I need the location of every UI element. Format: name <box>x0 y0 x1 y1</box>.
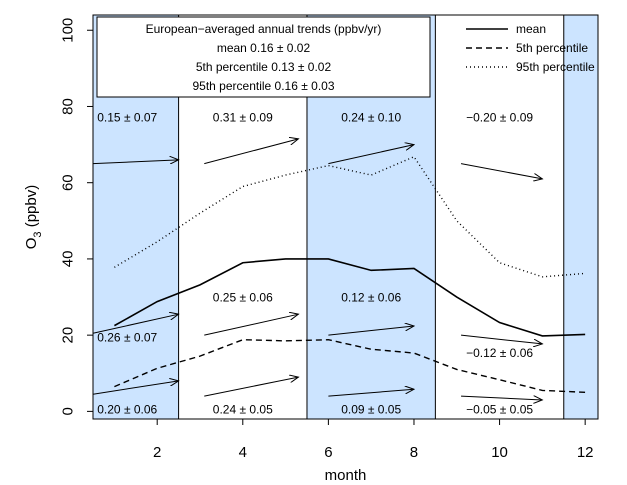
summary-box-frame <box>96 16 431 98</box>
trend-annotation-11: −0.05 ± 0.05 <box>466 402 533 416</box>
trend-annotation-10: 0.09 ± 0.05 <box>341 402 401 416</box>
x-tick-label-2: 2 <box>153 444 161 461</box>
trend-arrow-6 <box>328 326 414 336</box>
trend-annotation-2: 0.24 ± 0.10 <box>341 111 401 125</box>
legend: mean 5th percentile 95th percentile <box>466 22 595 74</box>
legend-label-p95: 95th percentile <box>516 60 595 74</box>
summary-box-p5: 5th percentile 0.13 ± 0.02 <box>196 60 332 74</box>
y-tick-label-100: 100 <box>60 18 77 43</box>
legend-label-mean: mean <box>516 22 546 36</box>
legend-label-p5: 5th percentile <box>516 41 588 55</box>
x-tick-label-10: 10 <box>491 444 508 461</box>
summary-box-title: European−averaged annual trends (ppbv/yr… <box>146 22 382 36</box>
summary-box: European−averaged annual trends (ppbv/yr… <box>96 16 431 98</box>
trend-arrows <box>92 139 542 400</box>
series-line-95th-percentile <box>114 155 586 278</box>
trend-arrow-7 <box>460 334 542 344</box>
y-axis-label-rest: (ppbv) <box>23 185 40 232</box>
trend-arrow-8 <box>92 381 179 395</box>
trend-arrow-3 <box>460 163 542 179</box>
y-tick-label-40: 40 <box>60 251 77 268</box>
trend-annotation-0: 0.15 ± 0.07 <box>97 111 157 125</box>
summary-box-mean: mean 0.16 ± 0.02 <box>217 41 311 55</box>
trend-annotation-7: −0.12 ± 0.06 <box>466 346 533 360</box>
x-tick-label-12: 12 <box>577 444 594 461</box>
y-axis-label: O3 (ppbv) <box>23 185 44 249</box>
trend-arrow-5 <box>204 314 298 336</box>
trend-annotation-8: 0.20 ± 0.06 <box>97 402 157 416</box>
x-tick-label-4: 4 <box>239 444 247 461</box>
series-line-mean <box>114 258 586 337</box>
y-axis: 0 20 40 60 80 100 <box>60 18 93 416</box>
trend-annotation-6: 0.12 ± 0.06 <box>341 291 401 305</box>
y-tick-label-20: 20 <box>60 327 77 344</box>
trend-arrow-10 <box>328 389 414 397</box>
season-shade-2 <box>563 15 598 419</box>
trend-annotation-4: 0.26 ± 0.07 <box>97 331 157 345</box>
trend-arrow-9 <box>204 377 298 397</box>
y-tick-label-80: 80 <box>60 98 77 115</box>
summary-box-p95: 95th percentile 0.16 ± 0.03 <box>192 79 334 93</box>
y-tick-label-0: 0 <box>60 407 77 415</box>
y-axis-label-main: O <box>23 238 40 250</box>
series-line-5th-percentile <box>114 339 586 394</box>
y-tick-label-60: 60 <box>60 174 77 191</box>
trend-annotation-9: 0.24 ± 0.05 <box>213 402 273 416</box>
trend-arrow-2 <box>328 145 414 165</box>
y-axis-label-sub: 3 <box>32 231 44 237</box>
trend-annotation-3: −0.20 ± 0.09 <box>466 111 533 125</box>
trend-arrow-1 <box>204 139 298 165</box>
x-tick-label-8: 8 <box>410 444 418 461</box>
trend-arrow-4 <box>92 314 179 334</box>
series-lines <box>114 155 586 394</box>
trend-annotation-5: 0.25 ± 0.06 <box>213 291 273 305</box>
plot-frame <box>92 14 599 420</box>
x-axis: 2 4 6 8 10 12 <box>153 419 594 461</box>
x-tick-label-6: 6 <box>324 444 332 461</box>
x-axis-label: month <box>325 467 367 484</box>
trend-annotation-1: 0.31 ± 0.09 <box>213 111 273 125</box>
trend-arrow-0 <box>92 160 179 164</box>
trend-arrow-11 <box>461 396 542 400</box>
trend-annotations: 0.15 ± 0.07 0.31 ± 0.09 0.24 ± 0.10 −0.20 ±… <box>97 111 533 417</box>
